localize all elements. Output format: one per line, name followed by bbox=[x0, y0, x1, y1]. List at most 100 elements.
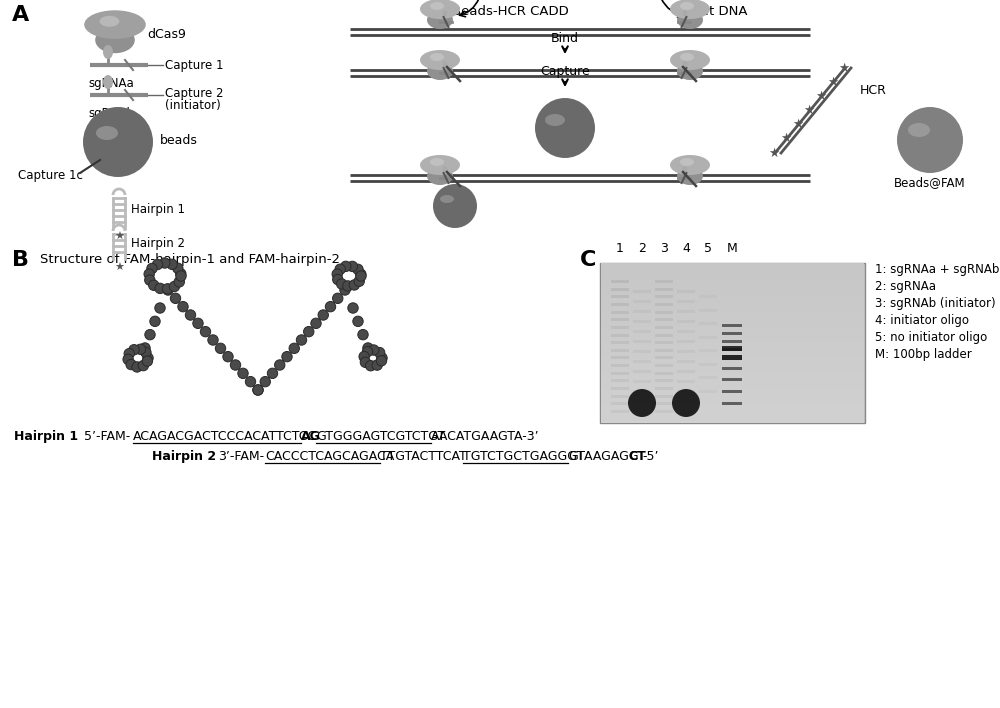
Circle shape bbox=[176, 268, 186, 279]
FancyBboxPatch shape bbox=[601, 342, 864, 343]
Circle shape bbox=[289, 343, 299, 353]
FancyBboxPatch shape bbox=[633, 320, 651, 323]
FancyBboxPatch shape bbox=[601, 375, 864, 376]
Circle shape bbox=[145, 275, 155, 285]
FancyBboxPatch shape bbox=[722, 355, 742, 360]
Circle shape bbox=[230, 360, 241, 370]
FancyBboxPatch shape bbox=[601, 319, 864, 320]
FancyBboxPatch shape bbox=[601, 277, 864, 278]
Text: Bind: Bind bbox=[551, 32, 579, 45]
FancyBboxPatch shape bbox=[601, 294, 864, 295]
Text: 5: 5 bbox=[704, 242, 712, 255]
FancyBboxPatch shape bbox=[601, 265, 864, 266]
FancyBboxPatch shape bbox=[601, 362, 864, 363]
FancyBboxPatch shape bbox=[601, 326, 864, 327]
FancyBboxPatch shape bbox=[601, 314, 864, 315]
FancyBboxPatch shape bbox=[655, 364, 673, 367]
FancyBboxPatch shape bbox=[655, 349, 673, 352]
Text: 1: sgRNAa + sgRNAb: 1: sgRNAa + sgRNAb bbox=[875, 263, 999, 276]
Ellipse shape bbox=[442, 61, 448, 67]
Text: Capture 1c: Capture 1c bbox=[18, 169, 83, 181]
FancyBboxPatch shape bbox=[611, 326, 629, 329]
Circle shape bbox=[333, 275, 343, 285]
FancyBboxPatch shape bbox=[601, 263, 864, 264]
Text: ★: ★ bbox=[114, 263, 124, 273]
Circle shape bbox=[150, 316, 160, 326]
Circle shape bbox=[374, 348, 385, 358]
Circle shape bbox=[260, 377, 270, 387]
Text: 4: 4 bbox=[682, 242, 690, 255]
FancyBboxPatch shape bbox=[601, 347, 864, 348]
Circle shape bbox=[672, 389, 700, 417]
Circle shape bbox=[377, 353, 387, 363]
FancyBboxPatch shape bbox=[722, 402, 742, 405]
Text: M: M bbox=[727, 242, 737, 255]
Circle shape bbox=[275, 360, 285, 370]
Text: C: C bbox=[580, 250, 596, 270]
FancyBboxPatch shape bbox=[601, 289, 864, 290]
FancyBboxPatch shape bbox=[722, 348, 742, 351]
Text: Hairpin 1: Hairpin 1 bbox=[14, 430, 78, 443]
Ellipse shape bbox=[442, 166, 448, 172]
FancyBboxPatch shape bbox=[601, 306, 864, 307]
Ellipse shape bbox=[100, 16, 119, 27]
FancyBboxPatch shape bbox=[611, 311, 629, 314]
Ellipse shape bbox=[430, 53, 444, 61]
Text: Capture 1: Capture 1 bbox=[165, 59, 224, 72]
FancyBboxPatch shape bbox=[601, 338, 864, 339]
Ellipse shape bbox=[680, 158, 694, 166]
Circle shape bbox=[341, 261, 351, 272]
FancyBboxPatch shape bbox=[601, 323, 864, 324]
Circle shape bbox=[200, 326, 211, 337]
FancyBboxPatch shape bbox=[601, 356, 864, 357]
FancyBboxPatch shape bbox=[677, 300, 695, 303]
FancyBboxPatch shape bbox=[601, 311, 864, 312]
Circle shape bbox=[358, 329, 368, 340]
FancyBboxPatch shape bbox=[601, 296, 864, 297]
Circle shape bbox=[173, 263, 183, 273]
FancyBboxPatch shape bbox=[601, 299, 864, 300]
Circle shape bbox=[337, 279, 347, 289]
FancyBboxPatch shape bbox=[601, 391, 864, 392]
FancyBboxPatch shape bbox=[722, 332, 742, 335]
Ellipse shape bbox=[427, 62, 453, 80]
FancyBboxPatch shape bbox=[601, 333, 864, 334]
Circle shape bbox=[160, 258, 170, 268]
FancyBboxPatch shape bbox=[601, 367, 864, 368]
Text: Hairpin 2: Hairpin 2 bbox=[131, 237, 185, 251]
FancyBboxPatch shape bbox=[722, 367, 742, 370]
FancyBboxPatch shape bbox=[601, 359, 864, 360]
Circle shape bbox=[333, 293, 343, 304]
Text: 3: 3 bbox=[660, 242, 668, 255]
FancyBboxPatch shape bbox=[601, 407, 864, 408]
FancyBboxPatch shape bbox=[601, 327, 864, 328]
FancyBboxPatch shape bbox=[601, 364, 864, 365]
Ellipse shape bbox=[682, 166, 688, 172]
Circle shape bbox=[176, 270, 186, 281]
FancyBboxPatch shape bbox=[601, 295, 864, 296]
Circle shape bbox=[363, 343, 373, 353]
Circle shape bbox=[356, 269, 366, 280]
FancyBboxPatch shape bbox=[601, 291, 864, 292]
Text: CACCCTCAGCAGACA: CACCCTCAGCAGACA bbox=[265, 450, 394, 463]
Circle shape bbox=[349, 280, 360, 290]
FancyBboxPatch shape bbox=[601, 283, 864, 284]
FancyBboxPatch shape bbox=[601, 422, 864, 423]
FancyBboxPatch shape bbox=[601, 325, 864, 326]
FancyBboxPatch shape bbox=[601, 341, 864, 342]
FancyBboxPatch shape bbox=[601, 402, 864, 403]
FancyBboxPatch shape bbox=[601, 322, 864, 323]
Circle shape bbox=[253, 385, 263, 395]
FancyBboxPatch shape bbox=[601, 273, 864, 274]
Circle shape bbox=[311, 318, 321, 329]
FancyBboxPatch shape bbox=[601, 410, 864, 411]
Text: -5’: -5’ bbox=[642, 450, 658, 463]
Ellipse shape bbox=[442, 10, 448, 16]
FancyBboxPatch shape bbox=[601, 312, 864, 313]
FancyBboxPatch shape bbox=[601, 331, 864, 332]
FancyBboxPatch shape bbox=[601, 405, 864, 406]
Ellipse shape bbox=[682, 10, 688, 16]
Ellipse shape bbox=[96, 126, 118, 140]
FancyBboxPatch shape bbox=[601, 268, 864, 269]
FancyBboxPatch shape bbox=[601, 269, 864, 270]
